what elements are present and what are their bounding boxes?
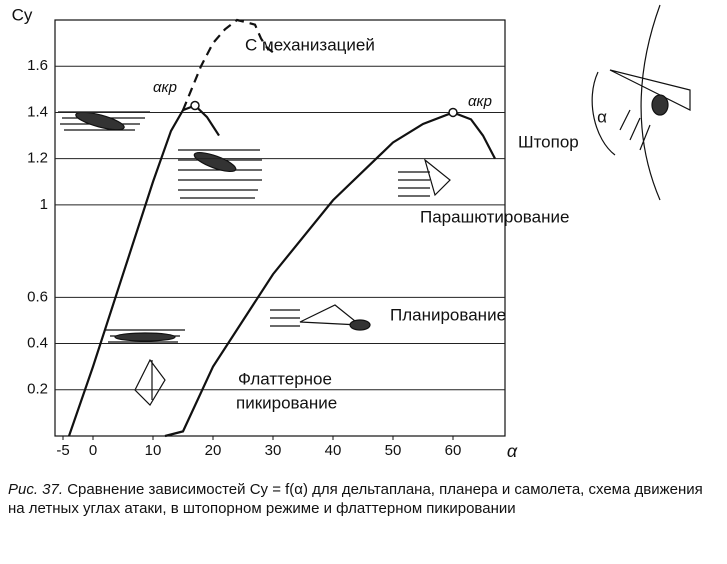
x-tick-label: 20: [205, 442, 222, 459]
annotation: Флаттерное: [238, 369, 332, 388]
caption-text: Сравнение зависимостей Cy = f(α) для дел…: [8, 481, 703, 517]
annotation: αкр: [468, 93, 492, 110]
annotation: αкр: [153, 79, 177, 96]
y-tick-label: 1.4: [27, 103, 48, 120]
x-tick-label: 0: [89, 442, 97, 459]
y-axis-label: Cy: [12, 5, 33, 24]
annotation: Планирование: [390, 305, 506, 324]
annotation: пикирование: [236, 393, 337, 412]
x-tick-label: -5: [56, 442, 69, 459]
y-tick-label: 0.4: [27, 335, 48, 352]
x-tick-label: 10: [145, 442, 162, 459]
series-line: [67, 104, 220, 437]
annotation: С механизацией: [245, 35, 375, 54]
y-tick-label: 1.2: [27, 150, 48, 167]
y-tick-label: 1: [40, 196, 48, 213]
series-line: [164, 111, 496, 438]
annotation: α: [597, 107, 607, 126]
peak-marker: [190, 100, 200, 111]
caption: Рис. 37. Сравнение зависимостей Cy = f(α…: [8, 480, 720, 518]
x-tick-label: 50: [385, 442, 402, 459]
y-tick-label: 0.6: [27, 288, 48, 305]
annotation: Парашютирование: [420, 207, 569, 226]
y-tick-label: 1.6: [27, 57, 48, 74]
peak-marker: [448, 107, 458, 118]
x-tick-label: 60: [445, 442, 462, 459]
y-tick-label: 0.2: [27, 381, 48, 398]
chart: Cy α 0.2 0.4 0.6 1 1.2 1.4 1.6 -5 0 10 20 30 40 50 60 α…: [12, 4, 691, 461]
annotation: Штопор: [518, 132, 579, 151]
x-tick-label: 40: [325, 442, 342, 459]
caption-label: Рис. 37.: [8, 481, 64, 498]
x-tick-label: 30: [265, 442, 282, 459]
plot-frame: [54, 19, 506, 437]
x-axis-label: α: [507, 441, 518, 461]
series-line: [181, 18, 274, 111]
illustrations: [58, 4, 691, 406]
